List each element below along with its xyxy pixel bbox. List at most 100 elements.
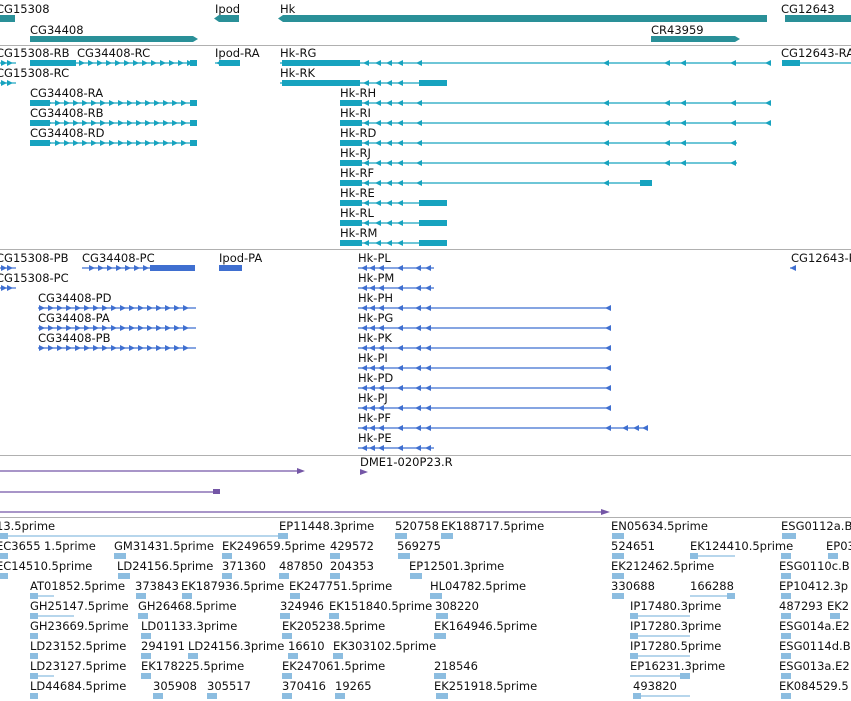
est-feature[interactable] — [612, 593, 624, 599]
est-feature[interactable] — [282, 633, 292, 639]
est-feature[interactable] — [188, 653, 198, 659]
est-feature[interactable] — [30, 593, 38, 599]
est-feature[interactable] — [114, 553, 126, 559]
est-feature[interactable] — [690, 553, 698, 559]
protein-feature[interactable] — [358, 285, 434, 291]
est-feature[interactable] — [430, 593, 442, 599]
est-feature[interactable] — [680, 673, 690, 679]
est-feature[interactable] — [141, 673, 151, 679]
transcript-feature[interactable] — [340, 160, 737, 166]
est-feature[interactable] — [30, 613, 38, 619]
transcript-feature[interactable] — [30, 60, 197, 66]
transcript-feature[interactable] — [30, 100, 197, 106]
protein-feature[interactable] — [790, 265, 796, 271]
est-feature[interactable] — [630, 613, 638, 619]
est-feature[interactable] — [612, 533, 624, 539]
transcript-feature[interactable] — [340, 240, 447, 246]
est-feature[interactable] — [280, 613, 290, 619]
est-feature[interactable] — [782, 533, 796, 539]
est-feature[interactable] — [781, 593, 791, 599]
transcript-feature[interactable] — [0, 80, 16, 86]
gene-feature-ipod[interactable] — [219, 15, 239, 22]
est-feature[interactable] — [282, 673, 292, 679]
est-feature[interactable] — [279, 573, 289, 579]
transcript-feature[interactable] — [340, 140, 737, 146]
est-feature[interactable] — [398, 553, 410, 559]
gene-feature-hk[interactable] — [283, 15, 767, 22]
est-feature[interactable] — [222, 553, 232, 559]
transcript-feature[interactable] — [0, 60, 16, 66]
est-feature[interactable] — [633, 693, 641, 699]
est-feature[interactable] — [141, 653, 151, 659]
transcript-feature[interactable] — [340, 120, 771, 126]
transcript-feature[interactable] — [340, 180, 652, 186]
protein-feature[interactable] — [358, 265, 434, 271]
protein-feature[interactable] — [358, 345, 611, 351]
gene-feature-cg12643[interactable] — [785, 15, 851, 22]
est-feature[interactable] — [781, 553, 791, 559]
transcript-feature[interactable] — [30, 140, 197, 146]
est-feature[interactable] — [330, 573, 340, 579]
est-feature[interactable] — [781, 633, 791, 639]
gene-feature-cg15308[interactable] — [0, 15, 15, 22]
transcript-feature[interactable] — [782, 60, 851, 66]
protein-feature[interactable] — [0, 265, 16, 271]
est-feature[interactable] — [153, 693, 163, 699]
est-feature[interactable] — [781, 613, 791, 619]
transcript-feature[interactable] — [215, 60, 240, 66]
est-feature[interactable] — [434, 673, 446, 679]
protein-feature[interactable] — [0, 285, 16, 291]
est-feature[interactable] — [436, 613, 448, 619]
est-feature[interactable] — [0, 553, 8, 559]
est-feature[interactable] — [30, 633, 38, 639]
est-feature[interactable] — [727, 593, 735, 599]
protein-feature[interactable] — [38, 325, 196, 331]
est-feature[interactable] — [278, 533, 288, 539]
est-feature[interactable] — [290, 593, 300, 599]
match-arrow-icon[interactable] — [360, 469, 368, 475]
est-feature[interactable] — [30, 673, 38, 679]
protein-feature[interactable] — [38, 345, 196, 351]
est-feature[interactable] — [0, 533, 8, 539]
protein-feature[interactable] — [38, 305, 196, 311]
est-feature[interactable] — [335, 693, 345, 699]
protein-feature[interactable] — [358, 445, 434, 451]
est-feature[interactable] — [207, 693, 217, 699]
protein-feature[interactable] — [219, 265, 242, 271]
est-feature[interactable] — [141, 633, 151, 639]
est-feature[interactable] — [30, 693, 38, 699]
est-feature[interactable] — [434, 633, 446, 639]
est-feature[interactable] — [781, 693, 791, 699]
protein-feature[interactable] — [358, 305, 611, 311]
transcript-feature[interactable] — [340, 100, 771, 106]
est-feature[interactable] — [630, 633, 638, 639]
est-feature[interactable] — [395, 533, 407, 539]
est-feature[interactable] — [333, 653, 343, 659]
est-feature[interactable] — [282, 693, 292, 699]
est-feature[interactable] — [30, 653, 38, 659]
est-feature[interactable] — [288, 653, 298, 659]
transcript-feature[interactable] — [340, 200, 447, 206]
est-feature[interactable] — [136, 593, 146, 599]
est-feature[interactable] — [781, 573, 791, 579]
est-feature[interactable] — [436, 693, 448, 699]
est-feature[interactable] — [118, 573, 130, 579]
est-feature[interactable] — [329, 613, 339, 619]
est-feature[interactable] — [612, 553, 624, 559]
est-feature[interactable] — [441, 533, 453, 539]
est-feature[interactable] — [0, 573, 8, 579]
est-feature[interactable] — [182, 593, 192, 599]
est-feature[interactable] — [630, 653, 638, 659]
est-feature[interactable] — [828, 553, 838, 559]
protein-feature[interactable] — [358, 365, 611, 371]
est-feature[interactable] — [410, 573, 422, 579]
est-feature[interactable] — [830, 613, 840, 619]
transcript-feature[interactable] — [340, 220, 447, 226]
protein-feature[interactable] — [358, 405, 611, 411]
protein-feature[interactable] — [358, 385, 611, 391]
est-feature[interactable] — [781, 653, 791, 659]
transcript-feature[interactable] — [30, 120, 197, 126]
est-feature[interactable] — [330, 553, 340, 559]
protein-feature[interactable] — [358, 325, 611, 331]
